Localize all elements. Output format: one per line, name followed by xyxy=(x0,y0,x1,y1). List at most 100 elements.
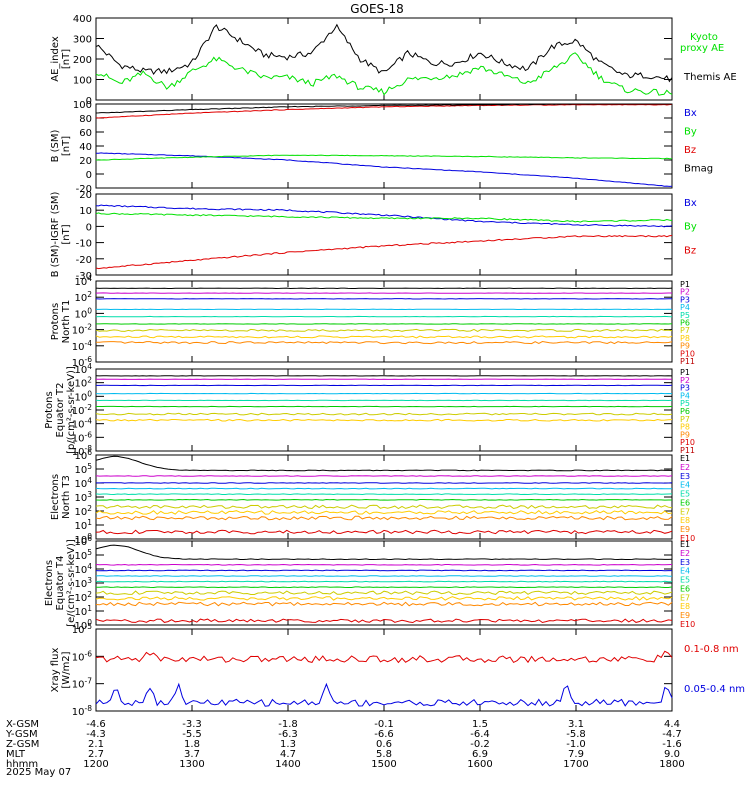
y-tick-label-ee: 104 xyxy=(74,562,92,577)
legend-ee-E2: E2 xyxy=(680,549,690,558)
y-axis-label-ee: [e/(cm²-s-sr-keV)] xyxy=(66,539,77,627)
series-line-en-4 xyxy=(96,494,672,495)
legend-ee-E5: E5 xyxy=(680,576,690,585)
y-tick-label-en: 104 xyxy=(74,476,92,491)
xaxis-value: 1300 xyxy=(179,759,204,770)
legend-ee-E1: E1 xyxy=(680,540,690,549)
series-line-en-7 xyxy=(96,511,672,514)
y-axis-label-pn: North T1 xyxy=(61,300,72,344)
y-tick-label-bsm: 20 xyxy=(79,156,92,167)
panel-frame-bsm xyxy=(96,104,672,188)
y-tick-label-ee: 101 xyxy=(74,604,92,619)
y-axis-label-pn: Protons xyxy=(50,303,61,340)
y-axis-label-xray: Xray flux xyxy=(50,648,61,693)
y-tick-label-en: 101 xyxy=(74,518,92,533)
legend-xray-long: 0.1-0.8 nm xyxy=(684,644,739,655)
y-tick-label-pn: 10-2 xyxy=(72,322,92,337)
y-axis-label-pe: [p/(cm²-s-sr-keV)] xyxy=(66,366,77,454)
xaxis-value: 1800 xyxy=(659,759,684,770)
y-tick-label-pn: 100 xyxy=(74,306,92,321)
series-line-en-6 xyxy=(96,505,672,508)
legend-en-E7: E7 xyxy=(680,507,690,516)
y-tick-label-ee: 105 xyxy=(74,548,92,563)
y-tick-label-bigrf: -20 xyxy=(76,255,92,266)
y-tick-label-bsm: 60 xyxy=(79,128,92,139)
legend-ee-E7: E7 xyxy=(680,593,690,602)
series-line-pn-7 xyxy=(96,336,672,338)
series-line-en-5 xyxy=(96,500,672,501)
legend-bsm-By: By xyxy=(684,127,697,138)
series-line-pn-6 xyxy=(96,329,672,331)
y-tick-label-xray: 10-7 xyxy=(72,676,92,691)
legend-ee-E6: E6 xyxy=(680,584,690,593)
y-axis-label-bsm: B (SM) xyxy=(50,129,61,162)
legend-en-E2: E2 xyxy=(680,463,690,472)
panel-frame-ee xyxy=(96,541,672,625)
y-tick-label-xray: 10-8 xyxy=(72,704,92,719)
y-axis-label-bigrf: B (SM)-IGRF (SM) xyxy=(50,192,61,278)
legend-en-E1: E1 xyxy=(680,454,690,463)
y-tick-label-pn: 102 xyxy=(74,290,92,305)
legend-bsm-Bx: Bx xyxy=(684,108,697,119)
panel-frame-bigrf xyxy=(96,194,672,275)
series-line-pe-7 xyxy=(96,419,672,421)
y-tick-label-bsm: 80 xyxy=(79,114,92,125)
legend-bsm-Bmag: Bmag xyxy=(684,164,713,175)
legend-bigrf-Bz: Bz xyxy=(684,245,696,256)
legend-ee-E9: E9 xyxy=(680,611,690,620)
y-tick-label-ee: 102 xyxy=(74,590,92,605)
y-axis-label-ee: Electrons xyxy=(44,560,55,606)
series-line-ae-1 xyxy=(96,53,672,95)
series-line-bigrf-1 xyxy=(96,213,672,222)
series-line-ee-7 xyxy=(96,597,672,600)
series-line-xray-0 xyxy=(96,651,672,662)
series-line-ae-0 xyxy=(96,25,672,82)
legend-xray-short: 0.05-0.4 nm xyxy=(684,684,745,695)
xaxis-date: 2025 May 07 xyxy=(6,767,71,778)
series-line-xray-1 xyxy=(96,684,672,706)
y-tick-label-en: 103 xyxy=(74,490,92,505)
y-axis-label-ae: AE_index xyxy=(50,36,61,82)
y-tick-label-ae: 300 xyxy=(73,35,92,46)
y-axis-label-en: North T3 xyxy=(61,475,72,519)
y-axis-label-xray: [W/m2] xyxy=(61,651,72,688)
series-line-pn-3 xyxy=(96,309,672,310)
xaxis-value: 1400 xyxy=(275,759,300,770)
series-line-bigrf-0 xyxy=(96,205,672,227)
y-tick-label-ae: 400 xyxy=(73,14,92,25)
xaxis-value: 1200 xyxy=(83,759,108,770)
xaxis-value: 1700 xyxy=(563,759,588,770)
panel-frame-ae xyxy=(96,18,672,100)
series-line-ee-1 xyxy=(96,565,672,566)
y-tick-label-en: 102 xyxy=(74,504,92,519)
series-line-bigrf-2 xyxy=(96,236,672,269)
legend-bigrf-Bx: Bx xyxy=(684,198,697,209)
legend-ee-E4: E4 xyxy=(680,567,690,576)
y-axis-label-bsm: [nT] xyxy=(61,136,72,156)
y-tick-label-bigrf: 0 xyxy=(86,222,92,233)
legend-proxy-ae: proxy AE xyxy=(680,43,724,54)
series-line-en-1 xyxy=(96,476,672,477)
series-line-en-8 xyxy=(96,516,672,519)
y-tick-label-bigrf: 20 xyxy=(79,190,92,201)
series-line-pe-6 xyxy=(96,413,672,415)
legend-en-E8: E8 xyxy=(680,516,690,525)
xaxis-value: 1500 xyxy=(371,759,396,770)
y-tick-label-bsm: 100 xyxy=(73,100,92,111)
series-line-ee-6 xyxy=(96,591,672,594)
series-line-ee-0 xyxy=(96,545,672,559)
panel-frame-xray xyxy=(96,629,672,711)
legend-pn-P11: P11 xyxy=(680,357,695,366)
y-tick-label-ae: 200 xyxy=(73,55,92,66)
series-line-ee-5 xyxy=(96,587,672,588)
y-axis-label-pe: Protons xyxy=(44,391,55,428)
legend-bigrf-By: By xyxy=(684,222,697,233)
y-tick-label-en: 105 xyxy=(74,462,92,477)
y-tick-label-bsm: 40 xyxy=(79,142,92,153)
y-tick-label-pe: 100 xyxy=(74,389,92,404)
legend-ee-E8: E8 xyxy=(680,602,690,611)
legend-en-E6: E6 xyxy=(680,498,690,507)
legend-kyoto: Kyoto xyxy=(690,32,718,43)
